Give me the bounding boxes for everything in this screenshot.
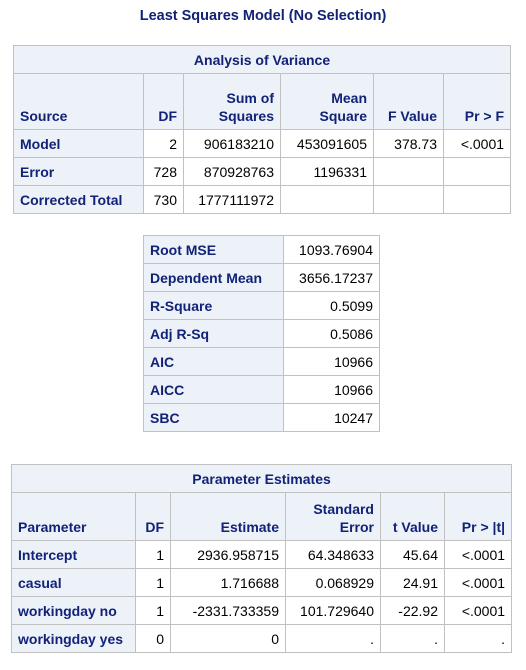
anova-ss: 870928763 [183, 157, 281, 186]
estimate-row: workingday yes 0 0 . . . [11, 624, 513, 653]
header-ms-line2: Square [319, 108, 367, 124]
fit-label: SBC [143, 403, 284, 432]
estimate-value: 1.716688 [170, 568, 286, 597]
anova-caption: Analysis of Variance [12, 45, 512, 74]
header-parameter: Parameter [11, 492, 136, 541]
estimate-parameter: workingday no [11, 596, 136, 625]
fit-row: Dependent Mean 3656.17237 [143, 263, 380, 292]
fit-label: Root MSE [143, 235, 284, 264]
estimate-value: 2936.958715 [170, 540, 286, 569]
header-se-line1: Standard [313, 501, 374, 517]
header-standard-error: Standard Error [285, 492, 381, 541]
estimate-p: . [443, 624, 513, 653]
estimate-parameter: workingday yes [11, 624, 136, 653]
anova-source: Corrected Total [13, 185, 144, 214]
header-ss-line1: Sum of [226, 90, 274, 106]
estimates-caption: Parameter Estimates [10, 464, 513, 493]
estimate-value: 0 [170, 624, 286, 653]
anova-ss: 1777111972 [183, 185, 281, 214]
fit-value: 0.5086 [283, 319, 380, 348]
fit-value: 0.5099 [283, 291, 380, 320]
estimate-se: 101.729640 [285, 596, 381, 625]
anova-ms [280, 185, 374, 214]
fit-value: 1093.76904 [283, 235, 380, 264]
estimate-p: <.0001 [443, 596, 513, 625]
anova-source: Error [13, 157, 144, 186]
fit-row: R-Square 0.5099 [143, 291, 380, 320]
anova-p [442, 185, 512, 214]
estimate-parameter: Intercept [11, 540, 136, 569]
header-pr-f: Pr > F [442, 73, 512, 130]
fit-row: Adj R-Sq 0.5086 [143, 319, 380, 348]
anova-df: 2 [143, 129, 184, 158]
anova-source: Model [13, 129, 144, 158]
anova-ss: 906183210 [183, 129, 281, 158]
anova-row: Corrected Total 730 1777111972 [13, 185, 512, 214]
fit-label: R-Square [143, 291, 284, 320]
anova-f [373, 157, 444, 186]
estimate-df: 1 [135, 540, 171, 569]
fit-value: 3656.17237 [283, 263, 380, 292]
header-ss-line2: Squares [218, 108, 274, 124]
estimate-row: Intercept 1 2936.958715 64.348633 45.64 … [11, 540, 513, 569]
fit-value: 10247 [283, 403, 380, 432]
header-estimate: Estimate [170, 492, 286, 541]
fit-label: AICC [143, 375, 284, 404]
header-pr-t: Pr > |t| [443, 492, 513, 541]
anova-table: Analysis of Variance Source DF Sum of Squ… [12, 45, 512, 214]
header-t-value: t Value [380, 492, 445, 541]
estimate-value: -2331.733359 [170, 596, 286, 625]
anova-f: 378.73 [373, 129, 444, 158]
estimate-row: workingday no 1 -2331.733359 101.729640 … [11, 596, 513, 625]
estimate-row: casual 1 1.716688 0.068929 24.91 <.0001 [11, 568, 513, 597]
anova-df: 728 [143, 157, 184, 186]
estimate-t: 45.64 [380, 540, 445, 569]
header-sum-of-squares: Sum of Squares [183, 73, 281, 130]
fit-label: AIC [143, 347, 284, 376]
header-ms-line1: Mean [331, 90, 367, 106]
fit-value: 10966 [283, 375, 380, 404]
estimate-t: . [380, 624, 445, 653]
header-mean-square: Mean Square [280, 73, 374, 130]
anova-p: <.0001 [442, 129, 512, 158]
estimate-df: 1 [135, 596, 171, 625]
anova-ms: 1196331 [280, 157, 374, 186]
anova-row: Error 728 870928763 1196331 [13, 157, 512, 186]
anova-f [373, 185, 444, 214]
anova-row: Model 2 906183210 453091605 378.73 <.000… [13, 129, 512, 158]
header-source: Source [13, 73, 144, 130]
estimate-se: . [285, 624, 381, 653]
estimate-p: <.0001 [443, 540, 513, 569]
fit-label: Dependent Mean [143, 263, 284, 292]
estimate-se: 64.348633 [285, 540, 381, 569]
fit-row: AIC 10966 [143, 347, 380, 376]
anova-p [442, 157, 512, 186]
anova-df: 730 [143, 185, 184, 214]
fit-row: SBC 10247 [143, 403, 380, 432]
fit-statistics-table: Root MSE 1093.76904 Dependent Mean 3656.17… [143, 235, 380, 432]
parameter-estimates-table: Parameter Estimates Parameter DF Estimat… [10, 464, 513, 653]
fit-value: 10966 [283, 347, 380, 376]
fit-row: Root MSE 1093.76904 [143, 235, 380, 264]
estimate-df: 0 [135, 624, 171, 653]
fit-label: Adj R-Sq [143, 319, 284, 348]
anova-ms: 453091605 [280, 129, 374, 158]
estimate-t: -22.92 [380, 596, 445, 625]
estimate-se: 0.068929 [285, 568, 381, 597]
estimate-t: 24.91 [380, 568, 445, 597]
fit-row: AICC 10966 [143, 375, 380, 404]
page-title: Least Squares Model (No Selection) [139, 8, 387, 24]
estimate-df: 1 [135, 568, 171, 597]
header-df: DF [143, 73, 184, 130]
estimate-p: <.0001 [443, 568, 513, 597]
header-df: DF [135, 492, 171, 541]
header-se-line2: Error [339, 519, 374, 535]
header-f-value: F Value [373, 73, 444, 130]
estimate-parameter: casual [11, 568, 136, 597]
